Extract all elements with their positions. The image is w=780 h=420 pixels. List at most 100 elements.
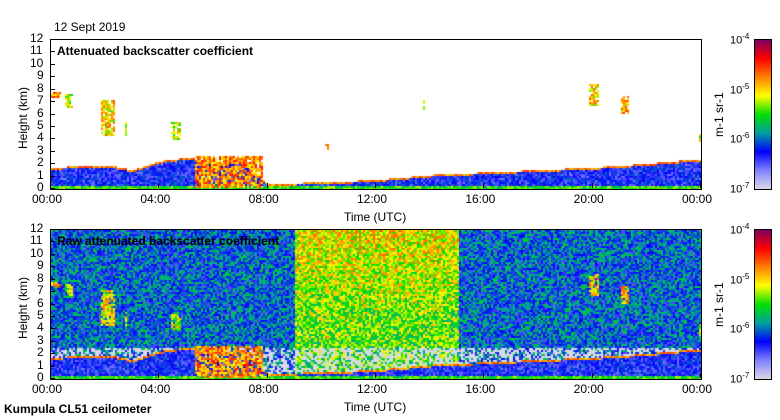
x-tick-mark <box>266 183 268 188</box>
y-tick-mark <box>50 291 55 293</box>
colorbar-tick-label: 10-7 <box>730 181 749 196</box>
y-tick-mark <box>50 150 55 152</box>
x-tick-label: 00:00 <box>682 192 713 206</box>
y-tick-label: 1 <box>37 357 44 372</box>
tick-base: 10 <box>730 274 743 287</box>
panel-title: Attenuated backscatter coefficient <box>57 44 254 58</box>
y-tick-mark <box>50 378 55 379</box>
colorbar <box>754 229 772 380</box>
y-tick-label: 2 <box>37 155 44 170</box>
y-tick-label: 8 <box>37 270 44 285</box>
y-tick-mark <box>50 175 55 177</box>
y-tick-mark <box>50 365 55 367</box>
x-tick-mark <box>700 373 701 378</box>
x-axis-label: Time (UTC) <box>344 210 407 224</box>
x-tick-mark <box>375 373 376 378</box>
x-tick-mark <box>266 373 268 378</box>
colorbar <box>754 39 772 190</box>
y-tick-label: 9 <box>37 258 44 273</box>
y-tick-mark <box>50 76 55 78</box>
x-tick-label: 00:00 <box>32 382 63 396</box>
x-tick-label: 20:00 <box>573 382 604 396</box>
tick-exponent: -7 <box>742 371 750 380</box>
y-tick-mark <box>50 101 55 103</box>
colorbar-tick-label: 10-5 <box>730 82 749 97</box>
tick-exponent: -7 <box>742 181 750 190</box>
y-tick-mark <box>50 138 55 140</box>
panel-title: Raw attenuated backscatter coefficient <box>57 234 280 248</box>
colorbar-tick-label: 10-4 <box>730 32 749 47</box>
y-tick-label: 2 <box>37 345 44 360</box>
y-tick-mark <box>50 125 55 127</box>
y-tick-mark <box>50 88 55 90</box>
y-tick-label: 0 <box>37 180 44 194</box>
y-tick-mark <box>50 163 55 165</box>
x-tick-label: 04:00 <box>140 192 171 206</box>
colorbar-tick-label: 10-7 <box>730 371 749 386</box>
y-tick-mark <box>50 315 55 317</box>
y-tick-label: 4 <box>37 320 44 335</box>
y-tick-mark <box>50 328 55 330</box>
x-tick-label: 00:00 <box>32 192 63 206</box>
backscatter-heatmap <box>51 40 701 189</box>
x-tick-label: 08:00 <box>248 192 279 206</box>
x-tick-mark <box>483 373 485 378</box>
x-tick-mark <box>591 183 593 188</box>
footer-label: Kumpula CL51 ceilometer <box>4 402 152 416</box>
tick-base: 10 <box>730 373 743 386</box>
y-tick-label: 7 <box>37 93 44 108</box>
y-tick-label: 1 <box>37 167 44 182</box>
y-tick-label: 4 <box>37 130 44 145</box>
tick-base: 10 <box>730 224 743 237</box>
y-tick-mark <box>50 241 55 243</box>
y-tick-label: 8 <box>37 80 44 95</box>
y-tick-label: 9 <box>37 68 44 83</box>
y-tick-mark <box>50 113 55 115</box>
y-tick-mark <box>50 253 55 255</box>
x-tick-label: 16:00 <box>465 192 496 206</box>
x-tick-mark <box>50 373 51 378</box>
y-tick-label: 11 <box>30 43 43 58</box>
y-tick-mark <box>50 229 55 230</box>
colorbar-unit-label: m-1 sr-1 <box>712 282 726 327</box>
tick-base: 10 <box>730 84 743 97</box>
y-tick-label: 6 <box>37 105 44 120</box>
date-label: 12 Sept 2019 <box>54 20 126 34</box>
y-tick-label: 10 <box>30 55 44 70</box>
x-tick-label: 12:00 <box>357 192 388 206</box>
x-tick-label: 20:00 <box>573 192 604 206</box>
y-tick-label: 6 <box>37 295 44 310</box>
colorbar-tick-label: 10-6 <box>730 131 749 146</box>
y-tick-label: 0 <box>37 370 44 384</box>
y-axis-label: Height (km) <box>16 276 30 339</box>
y-axis-label: Height (km) <box>16 86 30 149</box>
tick-base: 10 <box>730 323 743 336</box>
x-tick-mark <box>50 183 51 188</box>
tick-exponent: -5 <box>742 81 750 91</box>
y-tick-label: 5 <box>37 117 44 132</box>
tick-exponent: -4 <box>742 222 750 231</box>
y-tick-label: 3 <box>37 332 44 347</box>
colorbar-tick-label: 10-5 <box>730 272 749 287</box>
y-tick-label: 12 <box>30 221 44 235</box>
x-tick-mark <box>158 373 160 378</box>
tick-exponent: -5 <box>742 271 750 281</box>
y-tick-label: 5 <box>37 307 44 322</box>
tick-base: 10 <box>730 133 743 146</box>
y-tick-label: 12 <box>30 31 44 45</box>
y-tick-mark <box>50 266 55 268</box>
x-tick-label: 16:00 <box>465 382 496 396</box>
y-tick-mark <box>50 39 55 40</box>
y-tick-mark <box>50 340 55 342</box>
tick-exponent: -4 <box>742 32 750 41</box>
x-tick-mark <box>158 183 160 188</box>
tick-exponent: -6 <box>742 131 750 141</box>
backscatter-heatmap <box>51 230 701 379</box>
x-tick-label: 08:00 <box>248 382 279 396</box>
y-tick-mark <box>50 51 55 53</box>
x-tick-label: 00:00 <box>682 382 713 396</box>
tick-base: 10 <box>730 183 743 196</box>
plot-area-2: Raw attenuated backscatter coefficient <box>50 229 702 380</box>
y-tick-label: 7 <box>37 283 44 298</box>
